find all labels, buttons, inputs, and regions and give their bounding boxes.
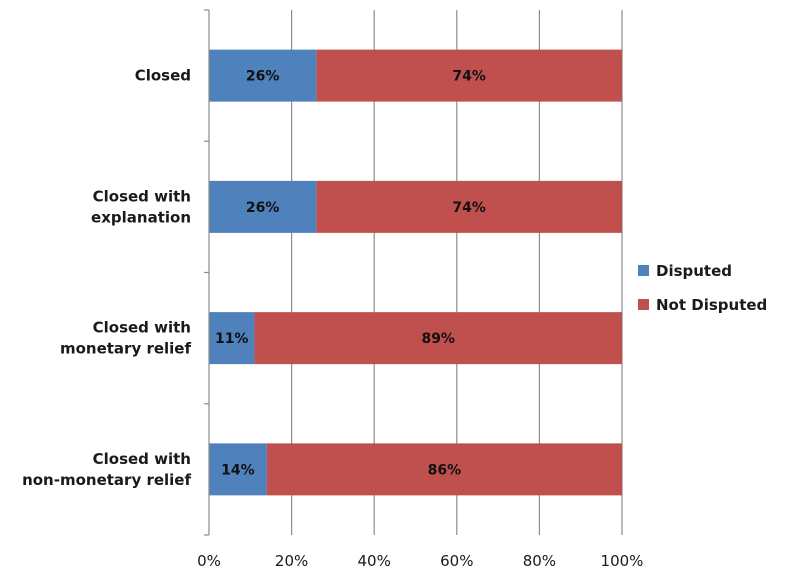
bar-segment-not-disputed [316,49,622,102]
data-label: 26% [246,69,280,85]
category-label: Closed with non-monetary relief [22,450,191,489]
data-label: 89% [421,331,455,347]
legend-swatch [638,265,649,276]
category-label: Closed [135,67,191,85]
data-label: 11% [215,331,249,347]
category-label: Closed with monetary relief [60,319,192,358]
bar-segment-not-disputed [316,180,622,233]
x-tick-label: 60% [440,552,473,570]
x-tick-label: 20% [275,552,308,570]
legend-label: Disputed [656,262,732,280]
bar-segment-not-disputed [254,312,622,365]
category-label: Closed with explanation [91,187,191,226]
data-label: 74% [452,200,486,216]
legend-label: Not Disputed [656,296,767,314]
category-label-line: Closed with [93,319,191,337]
x-tick-label: 100% [601,552,644,570]
category-labels: Closed Closed with explanation Closed with m… [22,67,191,489]
data-label: 14% [221,462,255,478]
bar-segment-disputed [209,49,317,102]
bar-segment-disputed [209,180,317,233]
bar-segment-disputed [209,312,255,365]
x-tick-label: 40% [358,552,391,570]
category-label-line: Closed with [93,450,191,468]
category-label-line: non-monetary relief [22,471,191,489]
category-label-line: explanation [91,208,191,226]
legend-swatch [638,299,649,310]
category-label-line: Closed [135,67,191,85]
axes [204,9,210,536]
category-label-line: monetary relief [60,340,192,358]
data-label: 26% [246,200,280,216]
x-tick-labels: 0% 20% 40% 60% 80% 100% [197,552,643,570]
bar-segment-disputed [209,443,267,496]
data-label: 74% [452,69,486,85]
x-tick-label: 0% [197,552,221,570]
data-label: 86% [428,462,462,478]
category-label-line: Closed with [93,187,191,205]
bar-segment-not-disputed [266,443,622,496]
legend: Disputed Not Disputed [638,262,767,314]
x-tick-label: 80% [523,552,556,570]
bars: 26% 74% 26% 74% 11% 89% 14% 86% [209,49,622,496]
